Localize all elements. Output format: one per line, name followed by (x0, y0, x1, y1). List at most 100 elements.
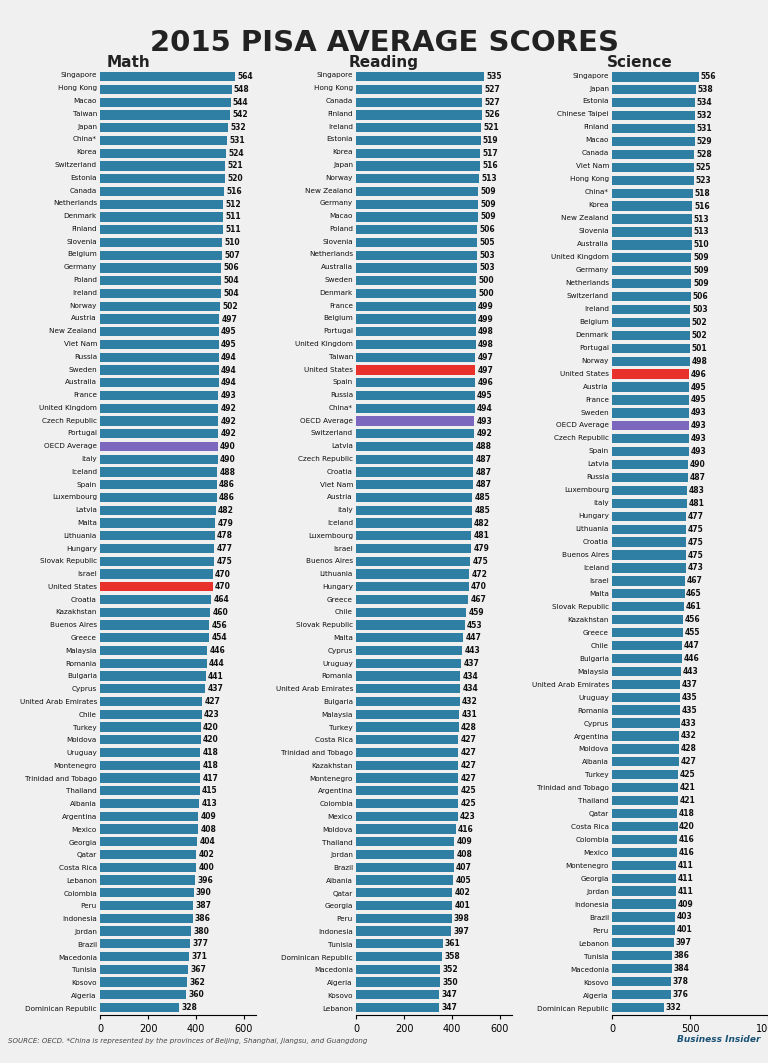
Text: 418: 418 (679, 809, 695, 819)
Text: Peru: Peru (81, 904, 97, 910)
Text: 420: 420 (679, 822, 695, 831)
Bar (612, 486, 687, 495)
Bar (356, 519, 472, 527)
Bar (612, 563, 686, 573)
Bar (100, 723, 200, 731)
Text: 524: 524 (228, 149, 243, 157)
Bar (612, 460, 688, 469)
Bar (356, 136, 481, 145)
Text: 467: 467 (471, 595, 486, 604)
Text: 380: 380 (194, 927, 210, 935)
Text: 486: 486 (219, 493, 235, 502)
Bar (356, 391, 475, 400)
Bar (100, 123, 227, 132)
Bar (356, 634, 463, 642)
Text: 473: 473 (687, 563, 703, 573)
Text: 495: 495 (477, 391, 493, 400)
Bar (100, 876, 195, 884)
Text: Indonesia: Indonesia (318, 929, 353, 935)
Text: 493: 493 (690, 421, 707, 431)
Text: Lithuania: Lithuania (319, 571, 353, 577)
Text: Sweden: Sweden (68, 367, 97, 372)
Text: Qatar: Qatar (77, 853, 97, 858)
Text: Kosovo: Kosovo (71, 980, 97, 986)
Text: 512: 512 (225, 200, 241, 208)
Text: Sweden: Sweden (324, 277, 353, 283)
Text: Cyprus: Cyprus (584, 721, 609, 727)
Text: Poland: Poland (329, 226, 353, 232)
Text: Montenegro: Montenegro (310, 776, 353, 781)
Text: 443: 443 (465, 646, 481, 655)
Text: Germany: Germany (576, 267, 609, 273)
Text: 507: 507 (224, 251, 240, 259)
Text: 478: 478 (217, 532, 233, 540)
Bar (100, 442, 217, 451)
Text: United Kingdom: United Kingdom (295, 341, 353, 347)
Text: 404: 404 (200, 838, 215, 846)
Text: 479: 479 (217, 519, 233, 527)
Text: Business Insider: Business Insider (677, 1035, 760, 1044)
Text: Colombia: Colombia (575, 838, 609, 843)
Bar (612, 72, 699, 82)
Text: Albania: Albania (326, 878, 353, 884)
Text: 492: 492 (220, 417, 237, 425)
Text: 509: 509 (693, 253, 709, 263)
Text: 495: 495 (691, 383, 707, 391)
Text: Brazil: Brazil (333, 865, 353, 872)
Text: Slovak Republic: Slovak Republic (40, 558, 97, 564)
Bar (100, 327, 219, 336)
Text: 416: 416 (458, 825, 474, 833)
Text: Malaysia: Malaysia (65, 647, 97, 654)
Text: Indonesia: Indonesia (62, 916, 97, 923)
Bar (356, 927, 452, 935)
Bar (100, 378, 219, 387)
Text: United States: United States (48, 584, 97, 590)
Text: 497: 497 (222, 315, 237, 323)
Text: Slovak Republic: Slovak Republic (551, 604, 609, 610)
Bar (612, 434, 689, 443)
Text: Portugal: Portugal (579, 344, 609, 351)
Text: Latvia: Latvia (587, 461, 609, 468)
Text: Moldova: Moldova (67, 738, 97, 743)
Text: 510: 510 (694, 240, 709, 250)
Text: 475: 475 (217, 557, 232, 566)
Text: Dominican Republic: Dominican Republic (538, 1006, 609, 1012)
Bar (100, 927, 191, 935)
Text: Hungary: Hungary (322, 584, 353, 590)
Text: 516: 516 (227, 187, 242, 196)
Bar (100, 914, 193, 923)
Text: 494: 494 (221, 353, 237, 361)
Text: 509: 509 (481, 213, 496, 221)
Text: 495: 495 (691, 395, 707, 404)
Text: Peru: Peru (593, 928, 609, 934)
Text: Israel: Israel (333, 545, 353, 552)
Text: 519: 519 (483, 136, 498, 145)
Text: 513: 513 (694, 215, 710, 223)
Text: 495: 495 (221, 340, 237, 349)
Text: United Kingdom: United Kingdom (551, 254, 609, 260)
Text: Norway: Norway (70, 303, 97, 308)
Text: Algeria: Algeria (327, 980, 353, 986)
Text: Denmark: Denmark (319, 290, 353, 296)
Text: 401: 401 (676, 926, 692, 934)
Bar (356, 417, 475, 425)
Text: 413: 413 (201, 799, 217, 808)
Text: Albania: Albania (70, 802, 97, 807)
Text: Uruguay: Uruguay (578, 694, 609, 701)
Bar (100, 940, 190, 948)
Text: Switzerland: Switzerland (567, 293, 609, 299)
Text: 427: 427 (461, 761, 477, 770)
Text: 495: 495 (221, 327, 237, 336)
Text: 511: 511 (225, 213, 240, 221)
Text: 361: 361 (445, 940, 461, 948)
Text: Macao: Macao (74, 98, 97, 104)
Bar (612, 370, 690, 378)
Text: 504: 504 (223, 276, 239, 285)
Text: Bulgaria: Bulgaria (323, 699, 353, 705)
Bar (356, 162, 480, 170)
Text: Costa Rica: Costa Rica (571, 824, 609, 830)
Text: 411: 411 (677, 874, 694, 882)
Text: 447: 447 (684, 641, 699, 651)
Bar (356, 544, 471, 553)
Text: 502: 502 (223, 302, 238, 310)
